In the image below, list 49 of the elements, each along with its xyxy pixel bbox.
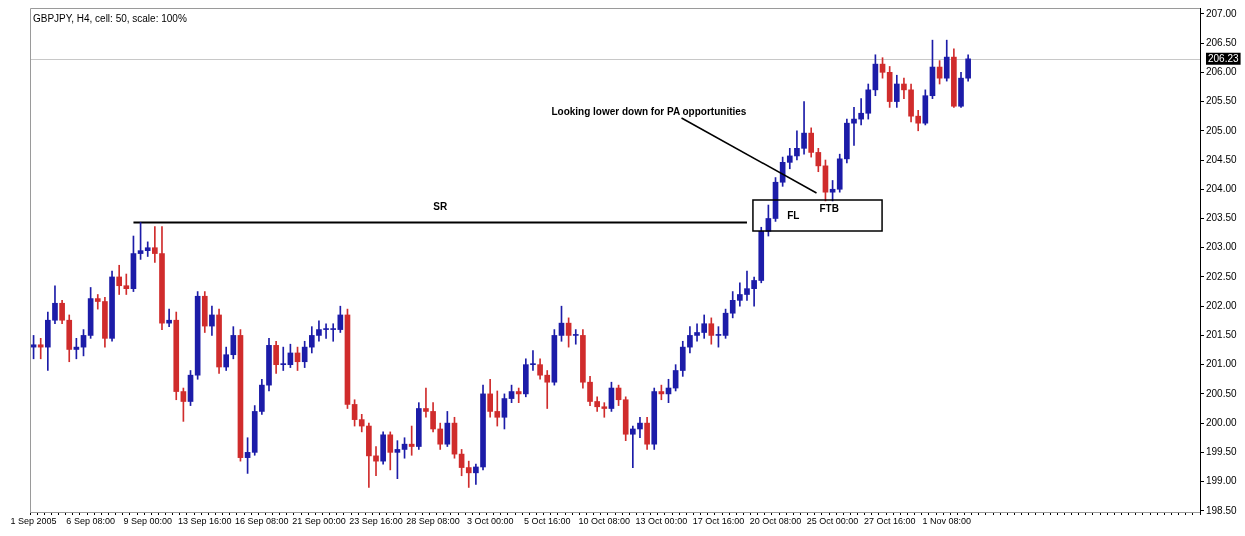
y-tick-label: 205.00 xyxy=(1206,124,1238,136)
y-tick-label: 203.00 xyxy=(1206,241,1238,253)
x-tick-label: 1 Sep 2005 xyxy=(10,515,57,526)
x-tick-label: 13 Sep 16:00 xyxy=(178,515,232,526)
annotation: Looking lower down for PA opportunities xyxy=(551,105,747,117)
y-tick-label: 207.00 xyxy=(1206,7,1238,19)
candlestick xyxy=(280,346,287,371)
candlestick xyxy=(408,425,415,456)
y-tick-label: 206.00 xyxy=(1206,66,1238,78)
ref-line-label: 206.23 xyxy=(1208,52,1240,64)
x-tick-label: 23 Sep 16:00 xyxy=(349,515,403,526)
y-tick-label: 201.50 xyxy=(1206,329,1238,341)
x-tick-label: 3 Oct 00:00 xyxy=(466,515,514,526)
y-tick-label: 199.50 xyxy=(1206,446,1238,458)
y-tick-label: 198.50 xyxy=(1206,504,1238,516)
y-tick-label: 204.50 xyxy=(1206,153,1238,165)
annotation: FL xyxy=(787,209,800,221)
series-label: SR xyxy=(433,201,448,213)
y-tick-label: 199.00 xyxy=(1206,475,1238,487)
x-tick-label: 5 Oct 16:00 xyxy=(523,515,571,526)
y-tick-label: 203.50 xyxy=(1206,212,1238,224)
x-tick-label: 21 Sep 00:00 xyxy=(292,515,346,526)
candlestick xyxy=(630,425,636,468)
candlestick xyxy=(37,338,44,360)
y-tick-label: 202.00 xyxy=(1206,299,1238,311)
candlestick xyxy=(572,329,579,345)
candlestick xyxy=(515,387,522,403)
x-tick-label: 17 Oct 16:00 xyxy=(692,515,745,526)
x-tick-label: 9 Sep 00:00 xyxy=(123,515,172,526)
x-tick-label: 25 Oct 00:00 xyxy=(806,515,859,526)
y-tick-label: 206.50 xyxy=(1206,36,1238,48)
x-tick-label: 16 Sep 08:00 xyxy=(235,515,289,526)
y-tick-label: 204.00 xyxy=(1206,183,1238,194)
candlestick xyxy=(465,460,472,488)
x-tick-label: 13 Oct 00:00 xyxy=(635,515,688,526)
x-tick-label: 1 Nov 08:00 xyxy=(922,515,972,526)
y-tick-label: 201.00 xyxy=(1206,358,1238,370)
x-tick-label: 10 Oct 08:00 xyxy=(578,515,631,526)
x-tick-label: 6 Sep 08:00 xyxy=(66,515,115,526)
x-tick-label: 27 Oct 16:00 xyxy=(863,515,916,526)
y-tick-label: 202.50 xyxy=(1206,270,1238,282)
annotation: FTB xyxy=(819,202,839,214)
text: GBPJPY, H4, cell: 50, scale: 100% xyxy=(33,12,187,24)
y-tick-label: 200.00 xyxy=(1206,416,1238,428)
y-tick-label: 205.50 xyxy=(1206,95,1238,107)
y-tick-label: 200.50 xyxy=(1206,387,1238,399)
candlestick xyxy=(166,308,172,327)
x-tick-label: 20 Oct 08:00 xyxy=(749,515,802,526)
x-tick-label: 28 Sep 08:00 xyxy=(406,515,460,526)
